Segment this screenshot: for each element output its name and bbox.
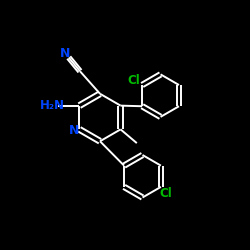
Text: N: N xyxy=(69,124,79,137)
Text: N: N xyxy=(60,47,70,60)
Text: Cl: Cl xyxy=(127,74,140,87)
Text: Cl: Cl xyxy=(160,186,172,200)
Text: H₂N: H₂N xyxy=(40,99,64,112)
